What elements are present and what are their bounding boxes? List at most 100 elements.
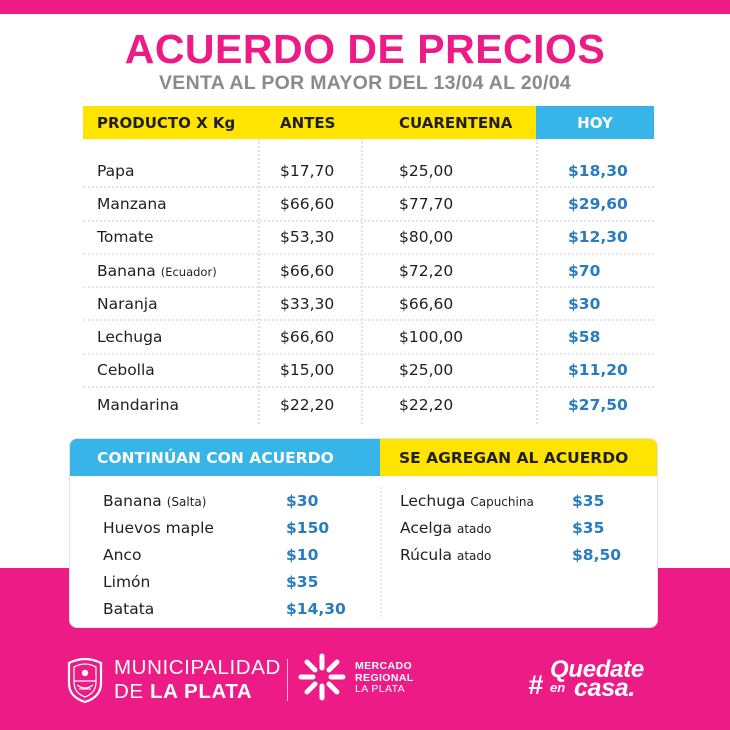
list-item: Huevos maple $150 [103, 514, 346, 541]
column-divider [258, 139, 260, 424]
continuan-heading: CONTINÚAN CON ACUERDO [70, 439, 380, 476]
hoy-cell: $12,30 [568, 228, 628, 247]
antes-cell: $66,60 [280, 261, 335, 280]
card-divider [380, 487, 382, 617]
table-row: Tomate $53,30 $80,00 $12,30 [83, 222, 654, 255]
cuarentena-cell: $72,20 [399, 261, 454, 280]
item-label: Lechuga [400, 491, 466, 510]
item-label: Anco [103, 545, 142, 564]
list-item: Anco $10 [103, 541, 346, 568]
price-table-header: PRODUCTO X Kg ANTES CUARENTENA HOY [83, 106, 654, 139]
item-name: Anco [103, 546, 286, 564]
municipality-line2: DE LA PLATA [114, 680, 281, 704]
hoy-cell: $18,30 [568, 161, 628, 180]
product-cell: Cebolla [83, 361, 258, 379]
hoy-cell: $58 [568, 328, 601, 347]
antes-cell: $22,20 [280, 395, 335, 414]
cuarentena-cell: $22,20 [399, 395, 454, 414]
column-header-product: PRODUCTO X Kg [83, 106, 258, 139]
municipality-line2-bold: LA PLATA [149, 680, 253, 703]
product-name: Cebolla [97, 361, 155, 380]
item-label: Acelga [400, 518, 453, 537]
mercado-wordmark: MERCADO REGIONAL LA PLATA [355, 660, 414, 696]
municipality-wordmark: MUNICIPALIDAD DE LA PLATA [114, 656, 281, 704]
cuarentena-cell: $77,70 [399, 194, 454, 213]
table-row: Naranja $33,30 $66,60 $30 [83, 288, 654, 322]
product-name: Papa [97, 161, 135, 180]
product-name: Tomate [97, 228, 154, 247]
hoy-cell: $70 [568, 261, 601, 280]
item-name: Rúcula atado [400, 546, 572, 564]
item-name: Lechuga Capuchina [400, 492, 572, 510]
item-name: Huevos maple [103, 519, 286, 537]
product-name: Mandarina [97, 395, 180, 414]
item-label: Batata [103, 599, 155, 618]
hoy-cell: $30 [568, 294, 601, 313]
cuarentena-cell: $25,00 [399, 161, 454, 180]
hoy-cell: $27,50 [568, 395, 628, 414]
table-row: Mandarina $22,20 $22,20 $27,50 [83, 388, 654, 421]
coat-of-arms-icon [67, 657, 103, 703]
page-subtitle: VENTA AL POR MAYOR DEL 13/04 AL 20/04 [158, 72, 572, 94]
list-item: Limón $35 [103, 568, 346, 595]
table-row: Banana (Ecuador) $66,60 $72,20 $70 [83, 255, 654, 289]
agregan-heading: SE AGREGAN AL ACUERDO [380, 439, 657, 476]
antes-cell: $33,30 [280, 294, 335, 313]
product-cell: Papa [83, 162, 258, 180]
antes-cell: $17,70 [280, 161, 335, 180]
item-price: $14,30 [286, 599, 346, 618]
hashtag-word1: Quedate [550, 656, 644, 683]
product-cell: Tomate [83, 228, 258, 246]
cuarentena-cell: $25,00 [399, 361, 454, 380]
antes-cell: $66,60 [280, 194, 335, 213]
municipality-line2-prefix: DE [114, 680, 144, 703]
table-row: Papa $17,70 $25,00 $18,30 [83, 155, 654, 189]
table-row: Lechuga $66,60 $100,00 $58 [83, 321, 654, 355]
item-name: Batata [103, 600, 286, 618]
item-price: $35 [286, 572, 319, 591]
product-cell: Banana (Ecuador) [83, 262, 258, 280]
column-header-hoy: HOY [536, 106, 654, 139]
column-divider [361, 139, 363, 424]
item-price: $35 [572, 518, 605, 537]
list-item: Rúcula atado $8,50 [400, 541, 621, 568]
list-item: Acelga atado $35 [400, 514, 621, 541]
agreement-card: CONTINÚAN CON ACUERDO SE AGREGAN AL ACUE… [69, 438, 658, 628]
item-note: atado [457, 548, 492, 563]
page-title: ACUERDO DE PRECIOS [124, 26, 606, 72]
product-cell: Naranja [83, 295, 258, 313]
item-label: Banana [103, 491, 162, 510]
item-name: Acelga atado [400, 519, 572, 537]
cuarentena-cell: $80,00 [399, 228, 454, 247]
item-name: Limón [103, 573, 286, 591]
column-divider [536, 139, 538, 424]
item-label: Rúcula [400, 545, 453, 564]
hoy-cell: $29,60 [568, 194, 628, 213]
mercado-line3: LA PLATA [355, 683, 406, 695]
item-price: $8,50 [572, 545, 622, 564]
hoy-cell: $11,20 [568, 361, 628, 380]
table-row: Cebolla $15,00 $25,00 $11,20 [83, 355, 654, 389]
municipality-line1: MUNICIPALIDAD [114, 656, 281, 679]
item-price: $10 [286, 545, 319, 564]
mercado-line1: MERCADO [355, 660, 413, 672]
product-name: Manzana [97, 194, 167, 213]
product-cell: Manzana [83, 195, 258, 213]
antes-cell: $15,00 [280, 361, 335, 380]
item-price: $150 [286, 518, 330, 537]
mercado-star-icon [298, 653, 346, 701]
hashtag-word2: en [550, 680, 566, 695]
product-cell: Lechuga [83, 328, 258, 346]
top-accent-bar [0, 0, 730, 14]
item-price: $30 [286, 491, 319, 510]
item-note: (Salta) [166, 494, 207, 509]
hashtag-word3: casa. [574, 674, 636, 702]
item-label: Huevos maple [103, 518, 214, 537]
antes-cell: $53,30 [280, 228, 335, 247]
column-header-cuarentena: CUARENTENA [361, 106, 536, 139]
list-item: Lechuga Capuchina $35 [400, 487, 621, 514]
product-name: Banana [97, 261, 156, 280]
column-header-antes: ANTES [258, 106, 361, 139]
antes-cell: $66,60 [280, 328, 335, 347]
cuarentena-cell: $100,00 [399, 328, 464, 347]
